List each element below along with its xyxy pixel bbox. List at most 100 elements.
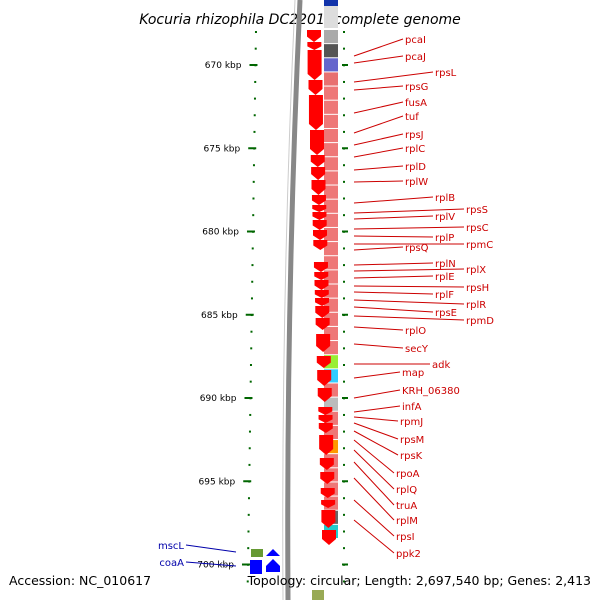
gene-arrow (318, 415, 333, 423)
gene-label-rplN: rplN (435, 259, 456, 270)
backbone-line (285, 0, 303, 600)
leader-line (353, 268, 465, 272)
leader-line (353, 430, 399, 456)
leader-line (353, 71, 434, 83)
leader-line (353, 439, 395, 474)
gene-arrow (250, 560, 262, 574)
leader-line (353, 235, 434, 238)
cog-band (324, 100, 338, 114)
cog-band (324, 128, 338, 143)
kbp-axis: 670 kbp 675 kbp 680 kbp 685 kbp 690 kbp 695 k… (197, 31, 348, 583)
leader-line (353, 306, 434, 313)
cog-band (312, 590, 324, 600)
gene-label-rpmJ: rpmJ (400, 417, 423, 428)
gene-arrow (321, 500, 336, 508)
gene-label-rpsQ: rpsQ (405, 243, 429, 254)
cog-band (324, 213, 338, 227)
gene-arrow (313, 240, 328, 250)
gene-arrow (311, 180, 326, 195)
gene-label-rplO: rplO (405, 326, 426, 337)
leader-line (353, 519, 395, 554)
gene-arrow (311, 195, 326, 205)
leader-line (353, 208, 465, 214)
gene-label-ppk2: ppk2 (396, 549, 421, 560)
gene-arrow (310, 155, 325, 167)
gene-arrow (313, 262, 328, 272)
cog-band (324, 0, 338, 6)
leader-line (353, 133, 404, 146)
gene-arrow (315, 318, 330, 330)
gene-label-rplR: rplR (466, 300, 486, 311)
leader-line (353, 115, 404, 134)
cog-band (324, 30, 338, 44)
gene-arrow (319, 435, 334, 455)
leader-line (353, 215, 434, 220)
gene-arrow (320, 488, 335, 498)
gene-labels: pcaI pcaJ rpsL rpsG fusA tuf rpsJ rplC rplD rplW r… (158, 35, 494, 569)
tick-label: 675 kbp (204, 144, 241, 154)
leader-line (353, 315, 465, 321)
leader-line (353, 196, 434, 204)
cog-band (324, 171, 338, 185)
leader-line (353, 285, 465, 288)
cog-band (324, 72, 338, 86)
gene-label-rpsJ: rpsJ (405, 130, 424, 141)
gene-arrow (314, 272, 329, 280)
gene-label-rpmD: rpmD (466, 316, 494, 327)
leader-line (353, 101, 404, 114)
leader-line (353, 343, 404, 349)
gene-label-rplW: rplW (405, 177, 428, 188)
leader-line (353, 147, 404, 158)
cog-band (324, 58, 338, 72)
leader-line (353, 449, 395, 490)
gene-label-rpoA: rpoA (396, 469, 420, 480)
gene-arrow (307, 50, 322, 80)
cog-band (324, 199, 338, 213)
gene-label-infA: infA (402, 402, 422, 413)
leader-line (353, 85, 404, 91)
cog-band (324, 157, 338, 171)
gene-label-rplF: rplF (435, 290, 454, 301)
tick-label: 670 kbp (205, 61, 242, 71)
gene-label-rpsK: rpsK (400, 451, 423, 462)
gene-label-rpsL: rpsL (435, 68, 457, 79)
leader-line (185, 561, 237, 567)
gene-arrow (316, 334, 331, 352)
leader-line (353, 405, 401, 413)
leader-line (353, 422, 399, 440)
gene-arrow (310, 130, 324, 155)
gene-arrow (308, 95, 323, 130)
gene-label-rpsE: rpsE (435, 308, 457, 319)
gene-arrow (317, 370, 332, 386)
cog-band (324, 44, 338, 58)
tick-label: 700 kbp (197, 561, 234, 571)
gene-label-truA: truA (396, 501, 417, 512)
gene-label-pcaJ: pcaJ (405, 52, 426, 63)
gene-label-coaA: coaA (159, 558, 184, 569)
gene-arrow (322, 530, 336, 545)
gene-arrow (314, 290, 329, 298)
leader-line (353, 262, 434, 266)
leader-line (353, 389, 401, 399)
gene-arrow (314, 280, 329, 290)
gene-label-rpsS: rpsS (466, 205, 488, 216)
tick-label: 680 kbp (202, 228, 239, 238)
gene-arrow (312, 220, 327, 230)
gene-label-rpsG: rpsG (405, 82, 428, 93)
cog-band (324, 227, 338, 242)
gene-label-mscL: mscL (158, 541, 184, 552)
genome-backbone (282, 0, 303, 600)
gene-label-rplC: rplC (405, 144, 425, 155)
gene-arrow (318, 423, 333, 433)
gene-arrow (251, 549, 263, 557)
gene-label-rplX: rplX (466, 265, 486, 276)
gene-label-KRH_06380: KRH_06380 (402, 386, 460, 397)
tick-label: 685 kbp (201, 311, 238, 321)
leader-line (353, 55, 404, 64)
gene-arrow (316, 356, 331, 368)
gene-arrow (311, 167, 326, 180)
backbone-edge (282, 0, 296, 600)
gene-arrow (312, 205, 327, 212)
leader-line (353, 180, 404, 183)
